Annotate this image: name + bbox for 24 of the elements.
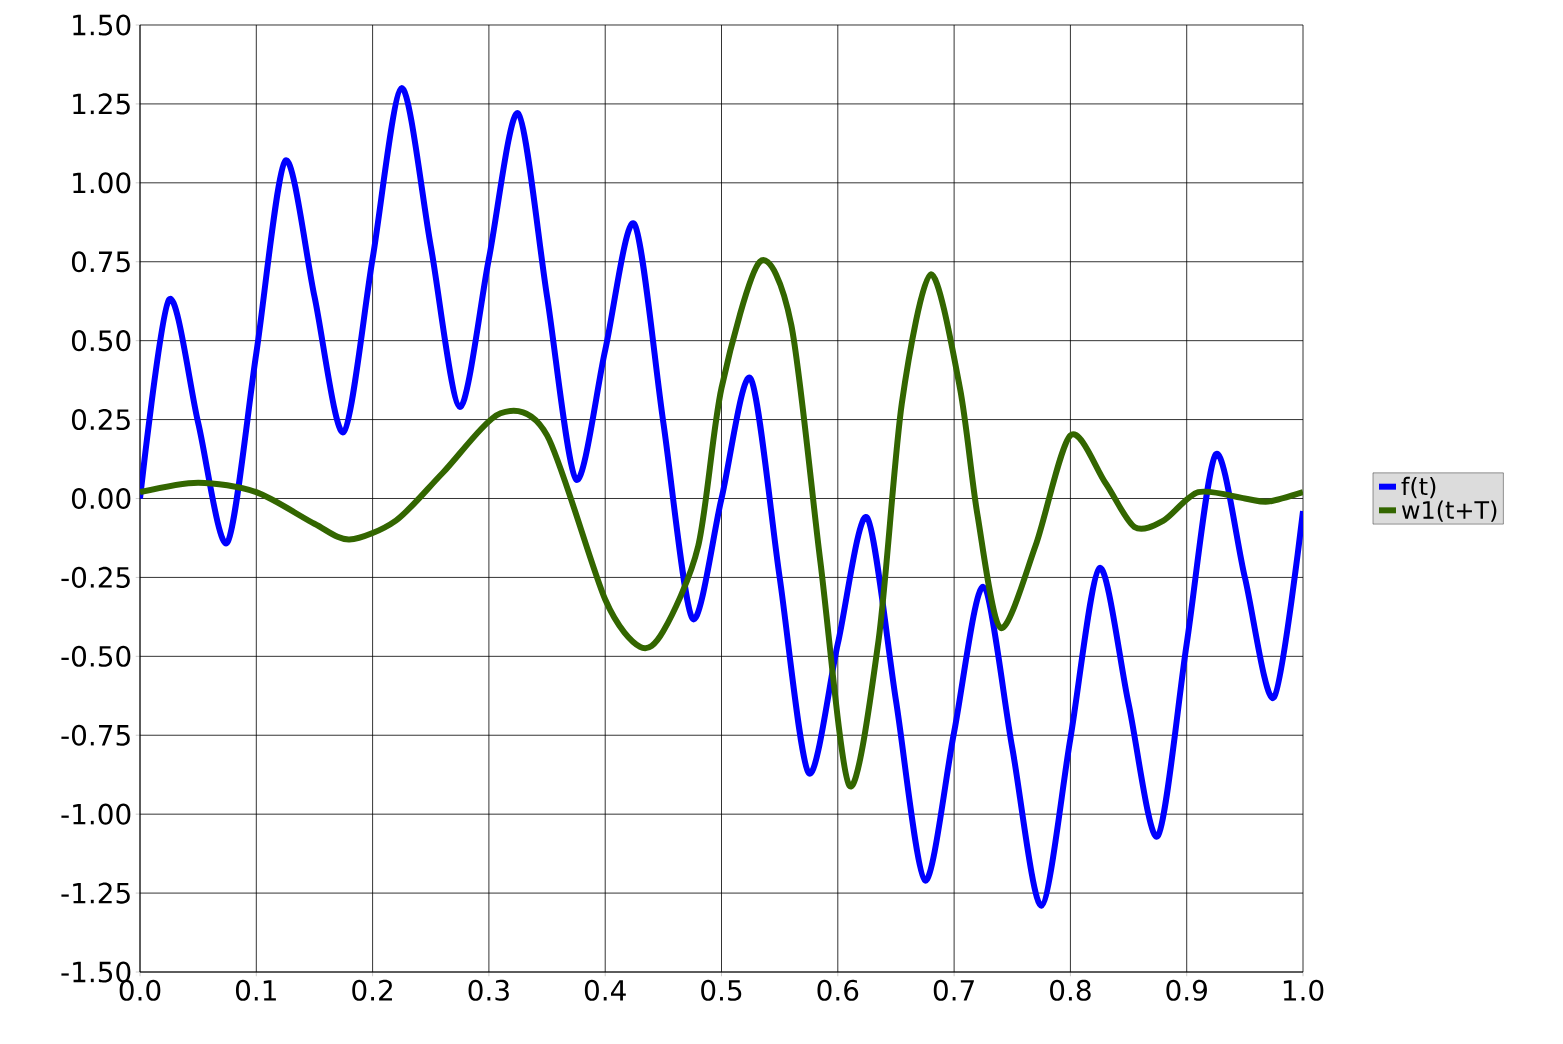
legend-label: w1(t+T) bbox=[1401, 500, 1497, 522]
y-tick-label: 0.50 bbox=[71, 330, 131, 352]
y-tick-label: -0.75 bbox=[61, 724, 130, 746]
y-tick-label: -0.50 bbox=[61, 645, 131, 667]
y-tick-label: 0.00 bbox=[71, 487, 131, 510]
x-tick-label: 0.2 bbox=[352, 979, 392, 1001]
y-tick-label: 0.75 bbox=[71, 251, 130, 273]
x-tick-label: 0.1 bbox=[235, 979, 276, 1001]
y-tick-label: -1.25 bbox=[61, 882, 130, 904]
x-tick-label: 0.5 bbox=[701, 979, 742, 1001]
x-tick-label: 0.9 bbox=[1166, 979, 1207, 1001]
y-tick-label: 1.00 bbox=[73, 172, 131, 194]
x-tick-label: 0.7 bbox=[933, 979, 974, 1001]
x-tick-label: 0.6 bbox=[817, 979, 859, 1001]
legend-label: f(t) bbox=[1401, 476, 1436, 499]
y-tick-label: 1.25 bbox=[73, 93, 130, 115]
y-tick-label: -0.25 bbox=[61, 566, 130, 588]
y-tick-label: -1.00 bbox=[61, 803, 131, 825]
y-tick-label: 0.25 bbox=[71, 409, 130, 431]
x-tick-label: 0.3 bbox=[468, 979, 509, 1001]
y-tick-label: 1.50 bbox=[73, 14, 131, 36]
x-tick-label: 1.0 bbox=[1283, 979, 1324, 1001]
x-tick-label: 0.8 bbox=[1050, 979, 1091, 1001]
x-tick-label: 0.4 bbox=[584, 979, 626, 1001]
